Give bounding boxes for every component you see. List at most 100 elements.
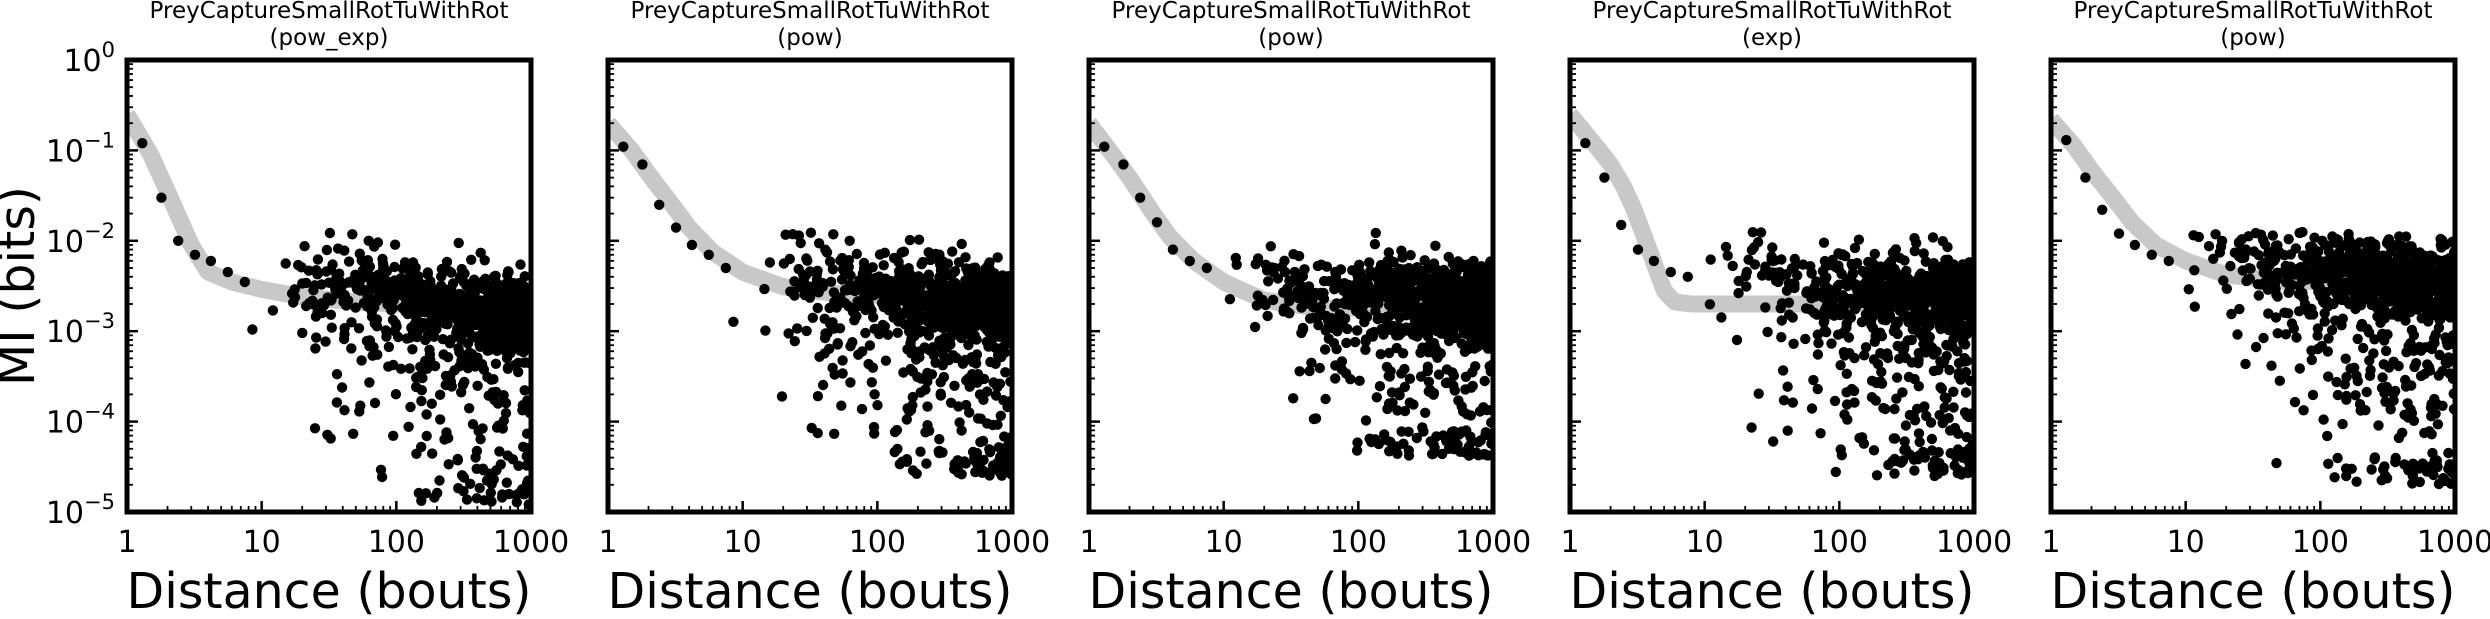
data-point bbox=[288, 297, 299, 308]
data-point bbox=[913, 234, 925, 245]
data-point bbox=[2214, 247, 2226, 258]
data-point bbox=[1320, 325, 1332, 336]
data-point bbox=[439, 434, 450, 445]
data-point bbox=[993, 442, 1005, 453]
data-point bbox=[1860, 285, 1871, 297]
data-point bbox=[920, 427, 931, 438]
data-point bbox=[2381, 473, 2393, 484]
data-point bbox=[2431, 398, 2442, 410]
data-point bbox=[1849, 352, 1860, 364]
data-point bbox=[1438, 430, 1449, 441]
data-point bbox=[1920, 347, 1931, 358]
data-point bbox=[911, 317, 923, 328]
data-point bbox=[156, 192, 167, 203]
data-point bbox=[2352, 333, 2363, 345]
data-point bbox=[413, 487, 424, 499]
data-point bbox=[867, 262, 878, 273]
data-point bbox=[474, 339, 485, 350]
data-point bbox=[1959, 339, 1971, 350]
data-point bbox=[1838, 347, 1850, 358]
data-point bbox=[2354, 399, 2366, 410]
data-point bbox=[962, 309, 974, 321]
data-point bbox=[421, 430, 432, 442]
data-point bbox=[915, 446, 926, 457]
x-tick-label: 100 bbox=[2292, 525, 2349, 560]
data-point bbox=[478, 364, 490, 375]
data-point bbox=[1913, 307, 1924, 318]
x-tick-label: 1000 bbox=[1455, 525, 1531, 560]
data-point bbox=[829, 428, 840, 439]
data-point bbox=[2280, 329, 2292, 340]
data-point bbox=[388, 359, 399, 371]
data-point bbox=[893, 295, 904, 306]
data-point bbox=[1387, 307, 1398, 319]
data-point bbox=[475, 434, 486, 445]
data-point bbox=[1313, 320, 1324, 331]
data-point bbox=[1896, 457, 1907, 468]
data-point bbox=[1935, 295, 1947, 307]
axes-frame bbox=[1086, 57, 1496, 515]
data-point bbox=[1297, 322, 1309, 334]
data-point bbox=[401, 333, 413, 344]
data-point bbox=[1381, 361, 1393, 373]
data-point bbox=[1753, 388, 1764, 399]
data-point bbox=[720, 262, 731, 274]
data-point bbox=[975, 413, 986, 424]
data-point bbox=[2294, 363, 2305, 374]
data-point bbox=[1403, 450, 1415, 461]
data-point bbox=[1812, 349, 1824, 360]
data-point bbox=[2415, 370, 2427, 382]
data-point bbox=[1466, 303, 1477, 314]
data-point bbox=[956, 331, 968, 342]
data-point bbox=[1940, 254, 1951, 266]
data-point bbox=[1430, 240, 1441, 251]
data-point bbox=[2340, 463, 2352, 474]
data-point bbox=[2403, 257, 2414, 268]
data-point bbox=[2327, 231, 2338, 242]
data-point bbox=[1949, 422, 1961, 434]
data-point bbox=[2318, 414, 2329, 425]
x-tick-label: 1000 bbox=[974, 525, 1050, 560]
data-point bbox=[508, 277, 519, 289]
data-point bbox=[2383, 362, 2395, 373]
data-point bbox=[2384, 257, 2395, 268]
data-point bbox=[455, 271, 466, 282]
data-point bbox=[389, 275, 400, 286]
data-point bbox=[339, 245, 350, 256]
data-point bbox=[1383, 398, 1395, 409]
data-point bbox=[728, 316, 739, 327]
data-point bbox=[1808, 374, 1819, 386]
data-point bbox=[1371, 272, 1382, 283]
data-point bbox=[1456, 262, 1467, 273]
data-point bbox=[424, 344, 435, 355]
data-point bbox=[1906, 334, 1917, 346]
data-point bbox=[1416, 266, 1428, 277]
data-point bbox=[2163, 255, 2174, 267]
data-point bbox=[1934, 321, 1946, 332]
data-point bbox=[1479, 448, 1490, 460]
data-point bbox=[1876, 366, 1887, 378]
data-point bbox=[1478, 402, 1489, 413]
x-axis-label: Distance (bouts) bbox=[1089, 563, 1494, 619]
data-point bbox=[1458, 406, 1469, 417]
data-point bbox=[2274, 375, 2285, 386]
data-point bbox=[1360, 344, 1371, 355]
data-point bbox=[512, 300, 524, 311]
data-point bbox=[2413, 250, 2424, 261]
data-point bbox=[2265, 249, 2277, 260]
data-point bbox=[825, 276, 837, 287]
data-point bbox=[1933, 364, 1944, 376]
subplot-4: 1 10 100 1000PreyCaptureSmallRotTuWithRot(e… bbox=[1560, 0, 2012, 619]
data-point bbox=[860, 327, 871, 339]
data-point bbox=[1267, 294, 1279, 306]
data-point bbox=[963, 318, 974, 330]
data-point bbox=[1782, 425, 1793, 436]
data-point bbox=[1741, 281, 1752, 292]
data-point bbox=[429, 492, 440, 503]
data-point bbox=[2208, 253, 2219, 264]
data-point bbox=[796, 282, 807, 293]
data-point bbox=[354, 406, 365, 417]
data-point bbox=[1437, 289, 1448, 300]
data-point bbox=[1396, 368, 1407, 379]
data-point bbox=[468, 286, 480, 297]
